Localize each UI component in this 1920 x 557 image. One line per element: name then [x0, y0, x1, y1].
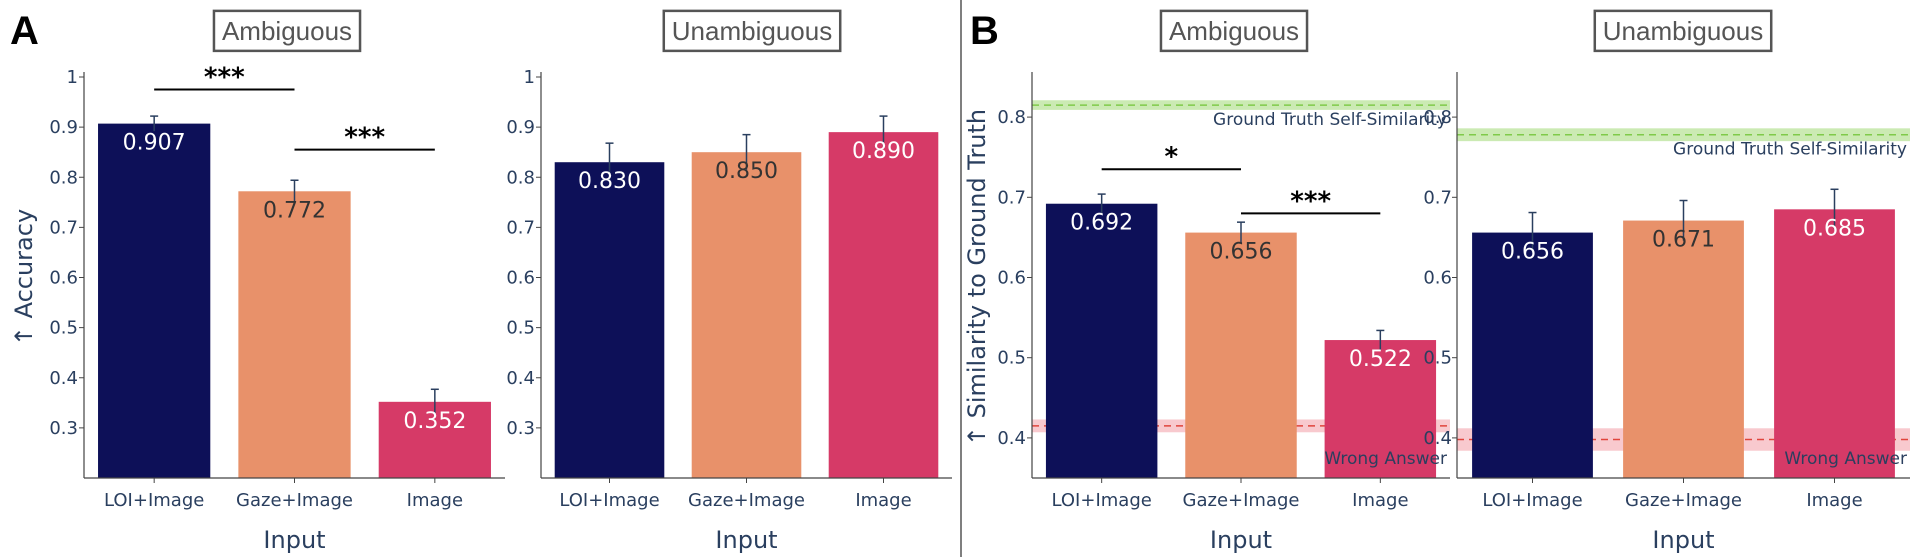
- x-tick-label: Gaze+Image: [1625, 490, 1742, 511]
- x-tick-label: LOI+Image: [104, 490, 204, 511]
- x-tick-label: Gaze+Image: [236, 490, 353, 511]
- x-axis-title: Input: [263, 526, 325, 554]
- significance-marker: *: [1165, 142, 1179, 172]
- y-tick-label: 0.7: [1423, 187, 1452, 208]
- y-tick-label: 0.4: [1423, 428, 1452, 449]
- y-tick-label: 0.4: [506, 368, 535, 389]
- y-tick-label: 0.5: [49, 318, 78, 339]
- gt-band: [1457, 128, 1910, 142]
- y-tick-label: 0.4: [997, 428, 1026, 449]
- x-tick-label: LOI+Image: [1052, 490, 1152, 511]
- bar: [1324, 340, 1437, 478]
- x-axis-title: Input: [1210, 526, 1272, 554]
- bar: [1045, 203, 1158, 478]
- chart-title-box: [1593, 9, 1773, 53]
- y-tick-label: 0.7: [49, 217, 78, 238]
- chart-title: Ambiguous: [1169, 16, 1299, 46]
- x-tick-label: Image: [855, 490, 911, 511]
- y-tick-label: 0.8: [1423, 107, 1452, 128]
- bar: [1623, 220, 1744, 479]
- y-tick-label: 0.5: [1423, 348, 1452, 369]
- y-axis-title: ↑ Similarity to Ground Truth: [963, 109, 991, 446]
- bar-value-label: 0.352: [403, 409, 466, 434]
- y-tick-label: 0.5: [997, 348, 1026, 369]
- significance-marker: ***: [344, 123, 385, 153]
- panel-letter-a: A: [10, 9, 39, 53]
- y-tick-label: 0.6: [1423, 268, 1452, 289]
- y-tick-label: 0.8: [49, 167, 78, 188]
- x-tick-label: Image: [1352, 490, 1408, 511]
- chart-title-box: [1159, 9, 1309, 53]
- y-tick-label: 0.9: [506, 117, 535, 138]
- y-tick-label: 0.3: [49, 418, 78, 439]
- x-tick-label: Gaze+Image: [1183, 490, 1300, 511]
- x-tick-label: Image: [1806, 490, 1862, 511]
- chart-title: Ambiguous: [222, 16, 352, 46]
- chart-title-box: [662, 9, 842, 53]
- bar-value-label: 0.656: [1501, 240, 1564, 265]
- bar-value-label: 0.656: [1210, 240, 1273, 265]
- bar: [238, 191, 351, 478]
- bar-value-label: 0.830: [578, 169, 641, 194]
- significance-marker: ***: [1290, 186, 1331, 216]
- bar: [1185, 232, 1297, 478]
- x-tick-label: Image: [407, 490, 463, 511]
- bar-value-label: 0.522: [1349, 347, 1412, 372]
- x-tick-label: LOI+Image: [1482, 490, 1582, 511]
- significance-marker: ***: [204, 63, 245, 93]
- x-tick-label: LOI+Image: [559, 490, 659, 511]
- bar-value-label: 0.907: [123, 131, 186, 156]
- y-tick-label: 0.6: [49, 268, 78, 289]
- chart-3: Ambiguous 0.692 0.656 0.522 Ground Truth Sel…: [963, 9, 1450, 554]
- bar-value-label: 0.850: [715, 159, 778, 184]
- y-axis-title: ↑ Accuracy: [10, 209, 38, 346]
- chart-title: Unambiguous: [1603, 16, 1763, 46]
- chart-title: Unambiguous: [672, 16, 832, 46]
- bar-value-label: 0.890: [852, 139, 915, 164]
- gt-label: Ground Truth Self-Similarity: [1673, 140, 1907, 160]
- chart-1: Ambiguous 0.907 0.772 0.352 0.3 0.4 0.5 0.6 0.7 0…: [10, 9, 505, 554]
- y-tick-label: 1: [524, 67, 535, 88]
- chart-title-box: [212, 9, 362, 53]
- y-tick-label: 0.8: [506, 167, 535, 188]
- y-tick-label: 0.6: [506, 268, 535, 289]
- y-tick-label: 0.8: [997, 107, 1026, 128]
- bar: [378, 401, 491, 478]
- bar-value-label: 0.772: [263, 198, 326, 223]
- bar: [1472, 232, 1593, 478]
- bar-value-label: 0.692: [1070, 211, 1133, 236]
- bar: [554, 162, 665, 478]
- x-axis-title: Input: [1652, 526, 1714, 554]
- wrong-answer-label: Wrong Answer: [1784, 449, 1907, 469]
- bar-value-label: 0.671: [1652, 228, 1715, 253]
- x-axis-title: Input: [715, 526, 777, 554]
- y-tick-label: 0.7: [506, 217, 535, 238]
- y-tick-label: 0.5: [506, 318, 535, 339]
- bar: [828, 132, 939, 478]
- y-tick-label: 0.7: [997, 187, 1026, 208]
- y-tick-label: 0.9: [49, 117, 78, 138]
- chart-4: Unambiguous 0.656 0.671 0.685 Ground Truth S…: [1423, 9, 1910, 554]
- charts-layer: Ambiguous 0.907 0.772 0.352 0.3 0.4 0.5 0.6 0.7 0…: [10, 9, 1910, 554]
- chart-2: Unambiguous 0.830 0.850 0.890 0.3 0.4 0.5 0.6 0.…: [506, 9, 952, 554]
- wrong-answer-label: Wrong Answer: [1324, 449, 1447, 469]
- y-tick-label: 0.4: [49, 368, 78, 389]
- y-tick-label: 0.6: [997, 268, 1026, 289]
- bar: [98, 123, 211, 479]
- bar-value-label: 0.685: [1803, 216, 1866, 241]
- gt-label: Ground Truth Self-Similarity: [1213, 110, 1447, 130]
- x-tick-label: Gaze+Image: [688, 490, 805, 511]
- bar: [691, 152, 802, 478]
- y-tick-label: 0.3: [506, 418, 535, 439]
- bar: [1774, 209, 1895, 478]
- y-tick-label: 1: [67, 67, 78, 88]
- panel-letter-b: B: [970, 9, 999, 53]
